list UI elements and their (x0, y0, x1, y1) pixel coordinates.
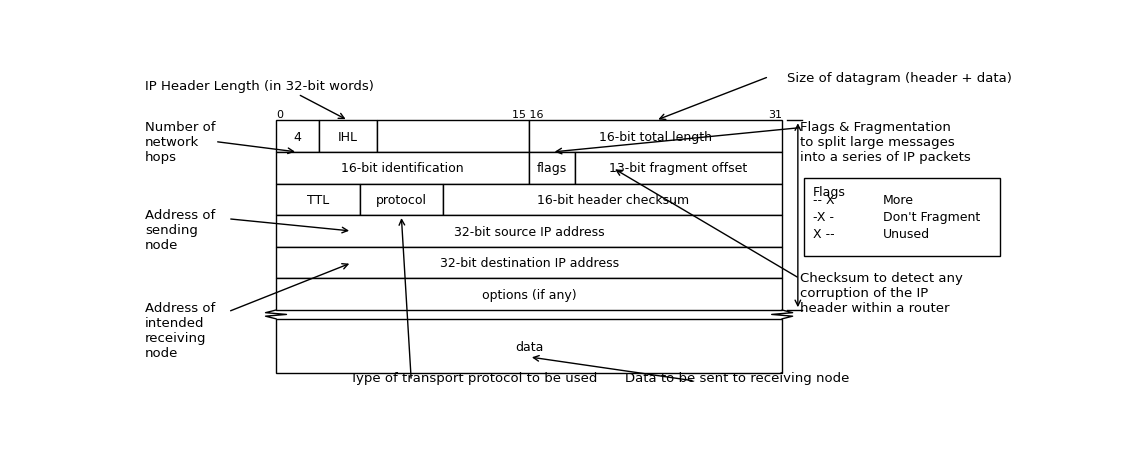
Text: options (if any): options (if any) (482, 288, 577, 301)
Text: Number of
network
hops: Number of network hops (145, 121, 215, 164)
Text: -X -: -X - (813, 211, 833, 223)
Text: 4: 4 (294, 131, 302, 143)
Bar (276, 319, 783, 374)
Bar (529, 153, 574, 184)
Text: 32-bit source IP address: 32-bit source IP address (454, 225, 605, 238)
Text: Type of transport protocol to be used: Type of transport protocol to be used (350, 371, 598, 384)
Text: 15 16: 15 16 (512, 110, 544, 119)
Text: TTL: TTL (306, 193, 329, 207)
Text: flags: flags (537, 162, 568, 175)
Text: Address of
intended
receiving
node: Address of intended receiving node (145, 302, 215, 359)
Text: Flags & Fragmentation
to split large messages
into a series of IP packets: Flags & Fragmentation to split large mes… (799, 121, 971, 164)
Text: 16-bit identification: 16-bit identification (341, 162, 464, 175)
Text: Flags: Flags (813, 186, 846, 199)
Text: Unused: Unused (883, 228, 930, 240)
Bar (319, 121, 377, 153)
Text: Checksum to detect any
corruption of the IP
header within a router: Checksum to detect any corruption of the… (799, 272, 963, 315)
Bar (276, 153, 529, 184)
Text: -- X: -- X (813, 194, 834, 207)
Text: 20
bytes: 20 bytes (805, 202, 841, 230)
Text: IP Header Length (in 32-bit words): IP Header Length (in 32-bit words) (145, 80, 374, 93)
Bar (276, 279, 783, 310)
Text: X --: X -- (813, 228, 834, 240)
Text: IHL: IHL (338, 131, 358, 143)
Text: 16-bit header checksum: 16-bit header checksum (536, 193, 689, 207)
Text: More: More (883, 194, 913, 207)
Bar (574, 153, 783, 184)
Bar (276, 247, 783, 279)
Text: 0: 0 (276, 110, 283, 119)
Text: Don't Fragment: Don't Fragment (883, 211, 980, 223)
Bar (276, 216, 783, 247)
Text: 32-bit destination IP address: 32-bit destination IP address (439, 257, 618, 269)
Bar (804, 179, 1000, 256)
Bar (443, 184, 783, 216)
Text: Data to be sent to receiving node: Data to be sent to receiving node (625, 371, 849, 384)
Text: Size of datagram (header + data): Size of datagram (header + data) (786, 72, 1011, 85)
Text: 16-bit total length: 16-bit total length (599, 131, 712, 143)
Text: protocol: protocol (376, 193, 427, 207)
Text: Address of
sending
node: Address of sending node (145, 209, 215, 252)
Text: data: data (515, 340, 543, 353)
Bar (377, 121, 529, 153)
Bar (359, 184, 443, 216)
Bar (276, 184, 359, 216)
Text: 31: 31 (768, 110, 783, 119)
Text: 13-bit fragment offset: 13-bit fragment offset (609, 162, 748, 175)
Bar (276, 121, 319, 153)
Bar (529, 121, 783, 153)
